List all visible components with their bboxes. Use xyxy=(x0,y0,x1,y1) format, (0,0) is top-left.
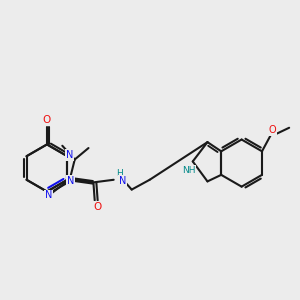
Text: N: N xyxy=(67,176,74,186)
Text: NH: NH xyxy=(182,166,196,175)
Text: N: N xyxy=(118,176,126,186)
Text: O: O xyxy=(93,202,101,212)
Text: O: O xyxy=(269,125,276,135)
Text: O: O xyxy=(43,115,51,125)
Text: N: N xyxy=(45,190,52,200)
Text: N: N xyxy=(66,150,74,160)
Text: H: H xyxy=(116,169,123,178)
